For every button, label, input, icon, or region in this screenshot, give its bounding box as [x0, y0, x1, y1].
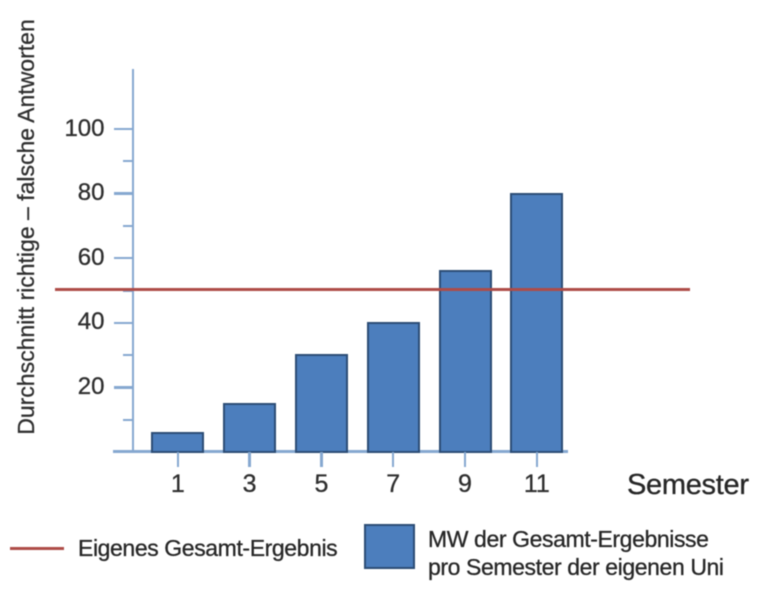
- y-tick-label-40: 40: [77, 308, 105, 336]
- x-tick-7: [392, 452, 395, 467]
- x-tick-5: [320, 452, 323, 467]
- y-major-tick-40: [113, 321, 133, 324]
- x-tick-label-9: 9: [458, 470, 472, 498]
- legend-square-swatch: [364, 524, 415, 569]
- x-tick-label-7: 7: [386, 470, 401, 498]
- x-tick-1: [176, 452, 179, 467]
- bar-semester-7: [366, 321, 420, 453]
- y-major-tick-100: [113, 127, 133, 131]
- x-tick-label-1: 1: [170, 470, 185, 498]
- y-axis-line: [131, 69, 135, 453]
- legend-series-label: MW der Gesamt-Ergebnisse pro Semester de…: [428, 526, 724, 581]
- x-axis-title: Semester: [627, 469, 749, 501]
- bar-semester-3: [223, 402, 277, 453]
- y-major-tick-60: [113, 257, 133, 260]
- reference-line: [55, 287, 690, 291]
- y-minor-tick-30: [122, 353, 133, 357]
- y-major-tick-20: [113, 386, 133, 389]
- x-tick-label-11: 11: [523, 470, 550, 498]
- legend-line-swatch: [10, 547, 64, 550]
- y-tick-label-60: 60: [77, 243, 105, 271]
- x-tick-label-3: 3: [242, 470, 257, 498]
- y-tick-label-20: 20: [77, 372, 105, 400]
- y-tick-label-80: 80: [77, 179, 105, 207]
- y-major-tick-80: [113, 192, 133, 195]
- x-tick-label-5: 5: [314, 470, 329, 498]
- legend-series-label-line1: MW der Gesamt-Ergebnisse: [428, 526, 709, 552]
- x-tick-11: [535, 452, 538, 467]
- y-minor-tick-70: [122, 224, 133, 228]
- y-minor-tick-90: [122, 160, 133, 163]
- y-minor-tick-10: [122, 418, 133, 421]
- x-tick-3: [248, 452, 251, 467]
- legend-line-label: Eigenes Gesamt-Ergebnis: [78, 535, 338, 561]
- legend-series-label-line2: pro Semester der eigenen Uni: [428, 553, 724, 580]
- x-tick-9: [463, 452, 467, 467]
- bar-semester-11: [510, 192, 564, 453]
- bar-semester-1: [151, 431, 205, 453]
- y-tick-label-100: 100: [64, 114, 105, 142]
- bar-semester-5: [294, 354, 348, 453]
- bar-semester-9: [438, 270, 492, 453]
